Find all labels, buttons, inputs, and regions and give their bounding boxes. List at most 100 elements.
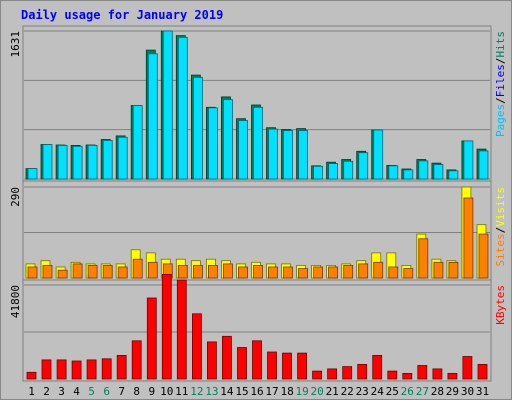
files-bar: [343, 160, 354, 180]
day-label: 26: [401, 385, 414, 398]
day-label: 31: [476, 385, 489, 398]
files-bar: [162, 30, 173, 180]
files-bar: [27, 168, 38, 180]
sites-bar: [403, 268, 414, 279]
kbytes-bar: [146, 297, 157, 380]
sites-bar: [358, 263, 369, 279]
kbytes-bar: [191, 313, 202, 380]
kbytes-legend: KBytes: [494, 285, 507, 325]
files-bar: [298, 130, 309, 180]
sites-bar: [343, 264, 354, 279]
kbytes-bar: [71, 360, 82, 380]
day-label: 15: [235, 385, 248, 398]
files-bar: [373, 129, 384, 180]
sites-bar: [207, 264, 218, 279]
kbytes-bar: [161, 273, 172, 380]
files-bar: [268, 128, 278, 180]
files-bar: [478, 150, 489, 180]
hits-legend-files: Files: [494, 64, 507, 97]
files-bar: [253, 106, 263, 180]
files-bar: [418, 160, 429, 180]
kbytes-panel: 41800 KBytes: [9, 273, 507, 382]
kbytes-bar: [342, 366, 353, 380]
kbytes-bar: [417, 365, 428, 380]
kbytes-bar: [327, 368, 338, 380]
visits-legend-visits: Visits: [494, 187, 507, 227]
day-label: 20: [310, 385, 323, 398]
kbytes-bar: [101, 358, 112, 380]
kbytes-bar: [131, 340, 142, 380]
visits-ymax-label: 290: [9, 187, 22, 207]
sites-bar: [418, 238, 429, 279]
sites-bar: [192, 264, 203, 279]
day-label: 9: [148, 385, 155, 398]
kbytes-bar: [252, 340, 262, 380]
day-label: 25: [386, 385, 399, 398]
sites-bar: [177, 264, 188, 279]
files-bar: [238, 120, 248, 180]
day-label: 11: [175, 385, 188, 398]
files-bar: [192, 77, 203, 180]
sites-bar: [147, 261, 158, 279]
sites-bar: [132, 258, 143, 279]
sites-bar: [298, 268, 309, 279]
day-label: 28: [431, 385, 444, 398]
kbytes-panel-border: [22, 279, 492, 382]
sites-bar: [283, 266, 293, 279]
sites-bar: [388, 266, 399, 279]
sites-bar: [463, 197, 474, 279]
hits-legend-hits: Hits: [494, 31, 507, 58]
kbytes-bar: [116, 354, 127, 380]
day-label: 30: [461, 385, 474, 398]
day-label: 7: [118, 385, 125, 398]
files-bar: [72, 145, 83, 180]
kbytes-bar: [372, 354, 383, 380]
kbytes-bar: [176, 279, 187, 380]
hits-legend-sep: /: [494, 58, 507, 65]
hits-ymax-label: 1631: [9, 31, 22, 58]
day-label: 24: [371, 385, 385, 398]
kbytes-bar: [357, 363, 368, 380]
files-bar: [222, 99, 233, 180]
files-bar: [177, 37, 188, 180]
kbytes-bar: [477, 363, 488, 380]
chart-title: Daily usage for January 2019: [21, 8, 223, 22]
kbytes-bar: [56, 359, 67, 380]
day-label: 19: [295, 385, 308, 398]
hits-legend-pages: Pages: [494, 104, 507, 137]
sites-bar: [72, 263, 83, 279]
day-label: 2: [43, 385, 50, 398]
day-label: 14: [220, 385, 234, 398]
day-label: 1: [28, 385, 35, 398]
hits-legend: Pages/Files/Hits: [494, 31, 507, 137]
files-bar: [313, 165, 324, 180]
sites-bar: [328, 266, 339, 279]
day-label: 16: [250, 385, 263, 398]
files-bar: [207, 107, 218, 180]
day-label: 12: [190, 385, 203, 398]
files-bar: [57, 144, 68, 180]
kbytes-bar: [221, 335, 232, 380]
day-label: 29: [446, 385, 459, 398]
files-bar: [42, 144, 53, 180]
sites-bar: [117, 266, 128, 279]
files-bar: [448, 170, 459, 180]
sites-bar: [268, 266, 278, 279]
kbytes-bar: [282, 352, 292, 380]
sites-bar: [253, 264, 263, 279]
kbytes-bar: [237, 347, 247, 380]
sites-bar: [42, 264, 53, 279]
kbytes-bar: [297, 352, 308, 380]
kbytes-bar: [41, 359, 52, 380]
files-bar: [358, 152, 369, 180]
day-label: 21: [326, 385, 339, 398]
visits-legend-sites: Sites: [494, 233, 507, 266]
files-bar: [463, 140, 474, 180]
day-label: 18: [280, 385, 293, 398]
day-label: 3: [58, 385, 65, 398]
files-bar: [132, 105, 143, 180]
kbytes-bar: [206, 341, 217, 380]
